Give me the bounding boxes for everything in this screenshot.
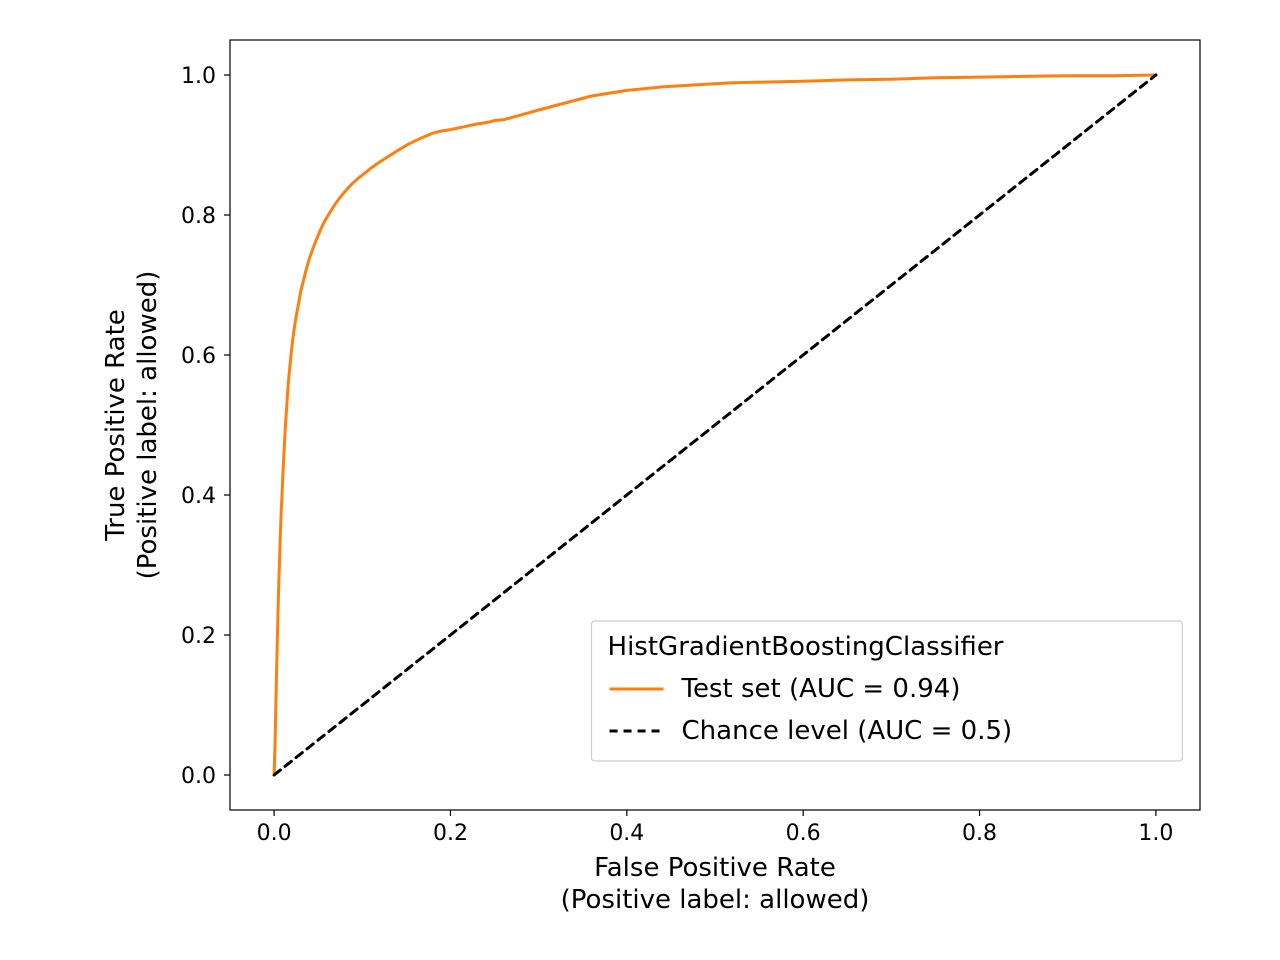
- x-tick-label: 0.4: [609, 821, 644, 846]
- y-tick-label: 0.2: [181, 624, 216, 649]
- legend-label: Test set (AUC = 0.94): [681, 674, 961, 704]
- y-tick-label: 0.0: [181, 764, 216, 789]
- roc-chart: 0.0 0.2 0.4 0.6 0.8 1.0 0.0 0.2 0.4 0.6 0.8 1.0 Fals…: [0, 0, 1280, 960]
- x-axis-label: False Positive Rate: [594, 853, 836, 883]
- y-tick-label: 0.6: [181, 344, 216, 369]
- y-tick-label: 0.4: [181, 484, 216, 509]
- legend-title: HistGradientBoostingClassifier: [608, 632, 1004, 662]
- x-tick-label: 1.0: [1138, 821, 1173, 846]
- x-axis-label-2: (Positive label: allowed): [561, 885, 870, 915]
- legend: HistGradientBoostingClassifier Test set (…: [592, 621, 1183, 761]
- y-axis-label-group: True Positive Rate(Positive label: allow…: [101, 271, 163, 580]
- chart-svg: 0.0 0.2 0.4 0.6 0.8 1.0 0.0 0.2 0.4 0.6 0.8 1.0 Fals…: [0, 0, 1280, 960]
- x-tick-label: 0.6: [786, 821, 821, 846]
- y-tick-label: 1.0: [181, 64, 216, 89]
- y-tick-label: 0.8: [181, 204, 216, 229]
- legend-label: Chance level (AUC = 0.5): [682, 716, 1013, 746]
- x-tick-label: 0.2: [433, 821, 468, 846]
- y-axis-label-2: (Positive label: allowed): [133, 271, 163, 580]
- y-axis-label: True Positive Rate: [101, 309, 131, 542]
- x-tick-label: 0.0: [257, 821, 292, 846]
- x-tick-label: 0.8: [962, 821, 997, 846]
